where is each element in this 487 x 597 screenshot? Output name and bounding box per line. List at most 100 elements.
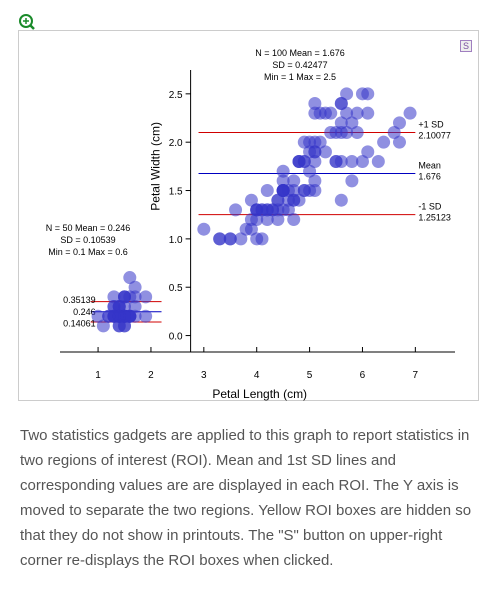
point xyxy=(128,300,142,314)
point xyxy=(276,164,290,178)
point xyxy=(345,174,359,188)
x-tick-label: 6 xyxy=(360,370,366,381)
point xyxy=(308,155,322,169)
point xyxy=(266,203,280,217)
point xyxy=(128,280,142,294)
point xyxy=(229,203,243,217)
point xyxy=(139,309,153,323)
point xyxy=(308,174,322,188)
x-tick-label: 5 xyxy=(307,370,313,381)
point xyxy=(340,87,354,101)
point xyxy=(329,155,343,169)
point xyxy=(334,126,348,140)
point xyxy=(234,232,248,246)
x-tick-label: 1 xyxy=(95,370,101,381)
x-tick-label: 2 xyxy=(148,370,154,381)
s-button[interactable] xyxy=(460,40,472,52)
chart: S 1 2 3 4 5 6 7 0.0 0.5 1.0 1.5 2.0 2.5 Petal Length … xyxy=(18,14,479,401)
y-tick-label: 2.5 xyxy=(169,90,183,101)
point xyxy=(334,193,348,207)
y-tick-label: 0.0 xyxy=(169,332,183,343)
point xyxy=(112,300,126,314)
stat-line-value: 0.14061 xyxy=(63,318,96,328)
point xyxy=(287,213,301,227)
x-tick-label: 7 xyxy=(413,370,419,381)
s-button-label[interactable]: S xyxy=(463,41,469,51)
point xyxy=(303,164,317,178)
point xyxy=(308,97,322,111)
point xyxy=(392,116,406,130)
point xyxy=(361,145,375,159)
point xyxy=(244,193,258,207)
point xyxy=(260,213,274,227)
stats-text: Min = 1 Max = 2.5 xyxy=(264,72,336,82)
y-tick-label: 1.5 xyxy=(169,187,183,198)
stats-text: N = 50 Mean = 0.246 xyxy=(46,223,131,233)
point xyxy=(271,213,285,227)
stat-line-value: 1.676 xyxy=(418,172,441,182)
point xyxy=(350,126,364,140)
point xyxy=(324,126,338,140)
stat-line-value: 0.35139 xyxy=(63,295,96,305)
y-tick-label: 0.5 xyxy=(169,283,183,294)
y-tick-label: 1.0 xyxy=(169,235,183,246)
point xyxy=(371,155,385,169)
stats-text: Min = 0.1 Max = 0.6 xyxy=(48,247,128,257)
x-tick-label: 3 xyxy=(201,370,207,381)
point xyxy=(308,184,322,198)
point xyxy=(340,106,354,120)
point xyxy=(271,193,285,207)
x-tick-label: 4 xyxy=(254,370,260,381)
point xyxy=(287,184,301,198)
point xyxy=(213,232,227,246)
point xyxy=(361,87,375,101)
point xyxy=(255,232,269,246)
point xyxy=(403,106,417,120)
point xyxy=(287,174,301,188)
point xyxy=(139,290,153,304)
point xyxy=(392,135,406,149)
point xyxy=(361,106,375,120)
y-axis-label: Petal Width (cm) xyxy=(149,122,163,211)
point xyxy=(350,106,364,120)
point xyxy=(334,97,348,111)
point xyxy=(324,106,338,120)
point xyxy=(123,271,137,285)
point xyxy=(313,135,327,149)
point xyxy=(96,319,110,333)
point xyxy=(318,145,332,159)
point xyxy=(250,213,264,227)
point xyxy=(345,155,359,169)
point xyxy=(107,290,121,304)
stats-text: SD = 0.42477 xyxy=(272,60,327,70)
point xyxy=(292,193,306,207)
point xyxy=(281,203,295,217)
point xyxy=(281,193,295,207)
stat-line-value: 1.25123 xyxy=(418,213,451,223)
point xyxy=(334,116,348,130)
caption: Two statistics gadgets are applied to th… xyxy=(20,427,472,569)
point xyxy=(197,222,211,236)
stat-line-name: +1 SD xyxy=(418,119,444,129)
stats-text: SD = 0.10539 xyxy=(60,235,115,245)
point xyxy=(377,135,391,149)
stat-line-value: 2.10077 xyxy=(418,130,451,140)
point xyxy=(355,155,369,169)
point xyxy=(276,184,290,198)
point xyxy=(387,126,401,140)
point xyxy=(297,135,311,149)
stat-line-value: 0.246 xyxy=(73,307,96,317)
point xyxy=(118,290,132,304)
point xyxy=(112,309,126,323)
stat-line-name: -1 SD xyxy=(418,202,442,212)
point xyxy=(223,232,237,246)
zoom-icon[interactable] xyxy=(19,14,35,30)
y-tick-label: 2.0 xyxy=(169,138,183,149)
point xyxy=(112,319,126,333)
point xyxy=(260,184,274,198)
point xyxy=(255,203,269,217)
stat-line-name: Mean xyxy=(418,161,441,171)
point xyxy=(239,222,253,236)
point xyxy=(292,155,306,169)
